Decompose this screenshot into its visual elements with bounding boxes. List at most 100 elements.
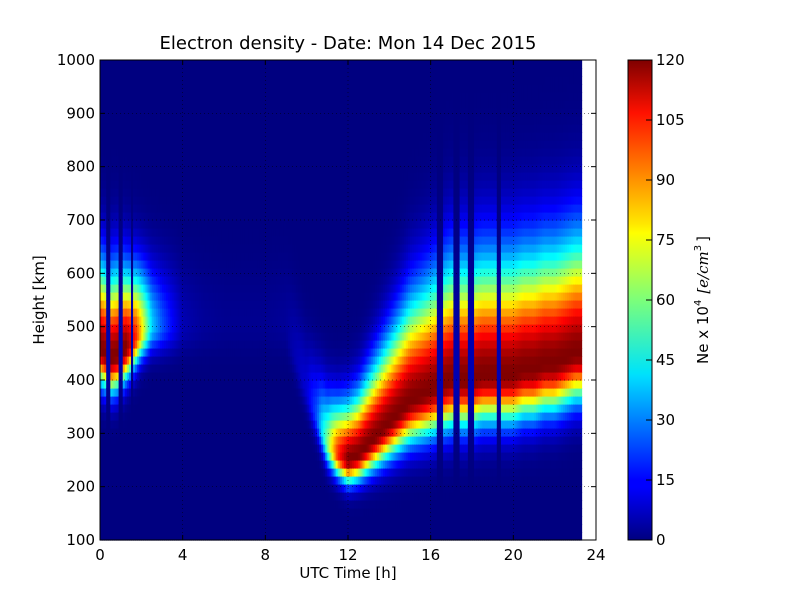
heatmap-cell (172, 524, 175, 533)
heatmap-cell (199, 356, 202, 365)
heatmap-cell (193, 164, 196, 173)
heatmap-cell (213, 172, 217, 181)
heatmap-cell (100, 428, 103, 437)
heatmap-cell (203, 132, 206, 141)
heatmap-cell (221, 284, 225, 293)
heatmap-cell (153, 332, 157, 341)
heatmap-cell (110, 436, 113, 445)
heatmap-cell (170, 68, 173, 77)
heatmap-cell (170, 268, 173, 277)
heatmap-cell (153, 108, 157, 117)
heatmap-cell (226, 236, 229, 245)
heatmap-cell (108, 436, 111, 445)
heatmap-cell (153, 156, 157, 165)
heatmap-cell (162, 452, 165, 461)
heatmap-cell (199, 180, 202, 189)
heatmap-cell (118, 180, 122, 189)
heatmap-cell (224, 268, 227, 277)
heatmap-cell (102, 356, 105, 365)
heatmap-cell (162, 180, 165, 189)
heatmap-cell (122, 284, 126, 293)
heatmap-cell (137, 476, 140, 485)
heatmap-cell (199, 244, 202, 253)
heatmap-cell (211, 332, 215, 341)
heatmap-cell (232, 452, 235, 461)
heatmap-cell (106, 508, 109, 517)
heatmap-cell (232, 212, 235, 221)
heatmap-cell (104, 468, 107, 477)
heatmap-cell (133, 124, 136, 133)
heatmap-cell (159, 484, 163, 493)
heatmap-cell (211, 244, 215, 253)
heatmap-cell (190, 84, 194, 93)
heatmap-cell (232, 380, 235, 389)
heatmap-cell (188, 172, 192, 181)
heatmap-cell (102, 484, 105, 493)
heatmap-cell (149, 132, 153, 141)
heatmap-cell (128, 84, 132, 93)
heatmap-cell (205, 396, 209, 405)
heatmap-cell (124, 68, 128, 77)
heatmap-cell (217, 300, 221, 309)
heatmap-cell (178, 308, 182, 317)
heatmap-cell (180, 468, 184, 477)
heatmap-cell (118, 316, 122, 325)
heatmap-cell (188, 324, 192, 333)
heatmap-cell (195, 228, 198, 237)
heatmap-cell (124, 132, 128, 141)
heatmap-cell (168, 300, 171, 309)
heatmap-cell (108, 284, 111, 293)
heatmap-cell (184, 148, 188, 157)
heatmap-cell (186, 476, 190, 485)
heatmap-cell (217, 324, 221, 333)
heatmap-cell (159, 244, 163, 253)
heatmap-cell (116, 84, 120, 93)
heatmap-cell (100, 260, 103, 269)
heatmap-cell (143, 268, 147, 277)
heatmap-cell (139, 276, 142, 285)
heatmap-cell (104, 68, 107, 77)
heatmap-cell (197, 476, 200, 485)
heatmap-cell (234, 236, 237, 245)
heatmap-cell (112, 60, 116, 69)
heatmap-cell (205, 500, 209, 509)
heatmap-cell (143, 108, 147, 117)
heatmap-cell (170, 332, 173, 341)
heatmap-cell (122, 380, 126, 389)
heatmap-cell (102, 268, 105, 277)
heatmap-cell (143, 220, 147, 229)
heatmap-cell (108, 508, 111, 517)
heatmap-cell (155, 364, 159, 373)
heatmap-cell (205, 92, 209, 101)
heatmap-cell (157, 484, 161, 493)
heatmap-cell (207, 324, 211, 333)
heatmap-cell (182, 228, 186, 237)
heatmap-cell (149, 508, 153, 517)
heatmap-cell (219, 276, 223, 285)
heatmap-cell (230, 324, 233, 333)
heatmap-cell (128, 332, 132, 341)
heatmap-cell (116, 156, 120, 165)
heatmap-cell (164, 356, 167, 365)
heatmap-cell (193, 172, 196, 181)
heatmap-cell (174, 324, 178, 333)
heatmap-cell (234, 356, 237, 365)
heatmap-cell (226, 156, 229, 165)
heatmap-cell (131, 388, 134, 397)
heatmap-cell (182, 244, 186, 253)
heatmap-cell (116, 180, 120, 189)
heatmap-cell (224, 356, 227, 365)
heatmap-cell (207, 508, 211, 517)
heatmap-cell (201, 420, 204, 429)
heatmap-cell (118, 220, 122, 229)
heatmap-cell (201, 484, 204, 493)
heatmap-cell (110, 316, 113, 325)
heatmap-cell (155, 140, 159, 149)
heatmap-cell (159, 116, 163, 125)
heatmap-cell (224, 68, 227, 77)
heatmap-cell (124, 300, 128, 309)
heatmap-cell (112, 164, 116, 173)
heatmap-cell (180, 396, 184, 405)
heatmap-cell (133, 164, 136, 173)
heatmap-cell (172, 124, 175, 133)
